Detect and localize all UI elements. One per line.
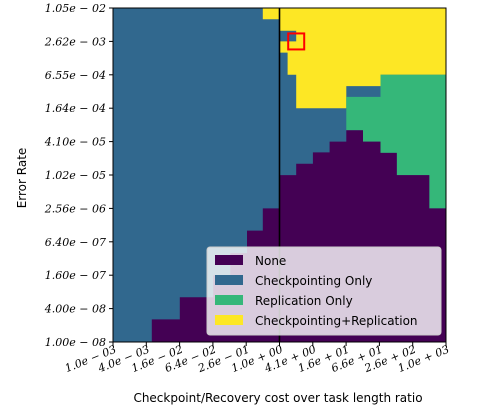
y-tick-label: 2.56e − 06 bbox=[44, 202, 106, 215]
y-tick-label: 1.60e − 07 bbox=[45, 269, 106, 282]
legend-box bbox=[206, 246, 442, 336]
region-checkpointing-replication-0 bbox=[279, 8, 446, 109]
legend-swatch bbox=[215, 315, 243, 325]
y-axis-title: Error Rate bbox=[15, 148, 29, 209]
y-tick-label: 6.40e − 07 bbox=[45, 236, 106, 249]
legend-label: Checkpointing+Replication bbox=[255, 314, 418, 328]
x-axis-title: Checkpoint/Recovery cost over task lengt… bbox=[133, 391, 422, 405]
axis-layer: 1.05e − 02 2.62e − 03 6.55e − 04 1.64e − 04… bbox=[44, 2, 451, 375]
legend-label: Replication Only bbox=[255, 294, 353, 308]
legend-label: None bbox=[255, 254, 286, 268]
y-tick-label: 4.00e − 08 bbox=[44, 303, 106, 316]
region-checkpointing-replication-1 bbox=[262, 8, 280, 20]
y-tick-label: 6.55e − 04 bbox=[45, 69, 106, 82]
highlight-marker bbox=[287, 32, 306, 51]
legend-swatch bbox=[215, 295, 243, 305]
y-tick-label: 4.10e − 05 bbox=[44, 136, 106, 149]
legend: None Checkpointing Only Replication Only Ch… bbox=[206, 246, 442, 336]
y-tick-label: 2.62e − 03 bbox=[44, 35, 106, 48]
y-tick-label: 1.05e − 02 bbox=[45, 2, 106, 15]
legend-swatch bbox=[215, 275, 243, 285]
y-tick-label: 1.02e − 05 bbox=[45, 169, 106, 182]
legend-swatch bbox=[215, 255, 243, 265]
y-tick-label: 1.00e − 08 bbox=[45, 336, 106, 349]
legend-label: Checkpointing Only bbox=[255, 274, 372, 288]
y-tick-label: 1.64e − 04 bbox=[45, 102, 106, 115]
region-replication-only-2 bbox=[346, 74, 446, 209]
